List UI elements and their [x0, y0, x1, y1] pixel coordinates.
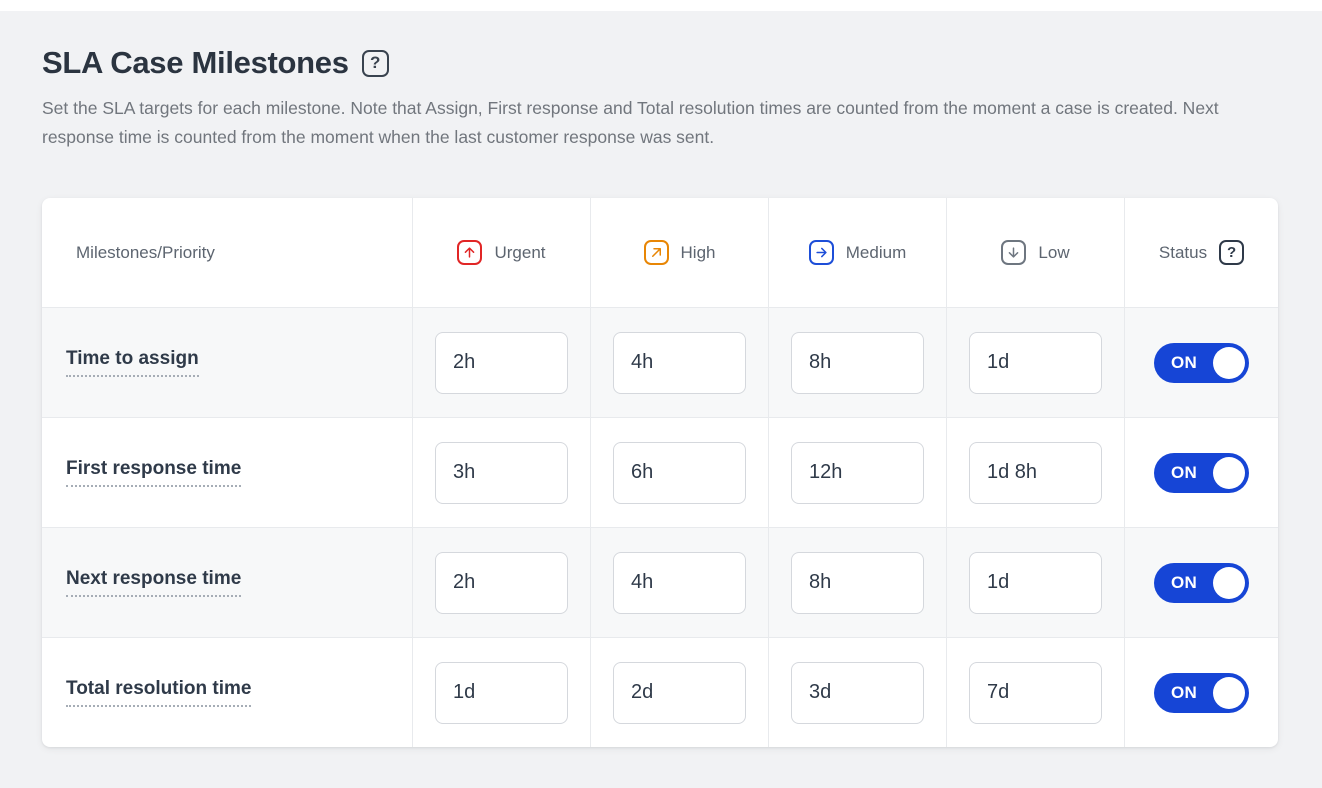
title-help-icon[interactable]: ?: [361, 49, 389, 77]
arrow-up-icon: [457, 240, 483, 265]
header-cell-urgent: Urgent: [413, 198, 591, 307]
page-header: SLA Case Milestones ?: [42, 44, 1278, 82]
next-response-medium-input[interactable]: [791, 551, 924, 614]
sla-settings-page: SLA Case Milestones ? Set the SLA target…: [0, 11, 1322, 747]
first-response-urgent-input[interactable]: [435, 441, 568, 504]
first-response-status-toggle[interactable]: ON: [1154, 452, 1249, 493]
high-header-label: High: [680, 242, 716, 262]
total-resolution-urgent-input[interactable]: [435, 661, 568, 724]
arrow-up-right-icon: [643, 240, 669, 265]
toggle-knob: [1213, 456, 1245, 489]
first-response-medium-input[interactable]: [791, 441, 924, 504]
header-cell-high: High: [591, 198, 769, 307]
time-to-assign-urgent-input[interactable]: [435, 331, 568, 394]
time-to-assign-medium-input[interactable]: [791, 331, 924, 394]
total-resolution-high-input[interactable]: [613, 661, 746, 724]
toggle-knob: [1213, 346, 1245, 379]
sla-milestones-table: Milestones/Priority Urgent High Medium: [42, 198, 1278, 747]
urgent-header-label: Urgent: [494, 242, 546, 262]
previous-section-edge: [0, 0, 1322, 11]
status-header-label: Status: [1158, 242, 1208, 262]
arrow-right-icon: [808, 240, 834, 265]
next-response-urgent-input[interactable]: [435, 551, 568, 614]
arrow-down-icon: [1001, 240, 1027, 265]
milestone-label-total-resolution-time[interactable]: Total resolution time: [66, 678, 252, 707]
table-row-time-to-assign: Time to assign ON: [42, 307, 1278, 417]
next-response-high-input[interactable]: [613, 551, 746, 614]
table-row-total-resolution-time: Total resolution time ON: [42, 637, 1278, 747]
table-row-first-response-time: First response time ON: [42, 417, 1278, 527]
next-response-low-input[interactable]: [969, 551, 1102, 614]
toggle-on-label: ON: [1171, 572, 1198, 592]
low-header-label: Low: [1038, 242, 1070, 262]
next-response-status-toggle[interactable]: ON: [1154, 562, 1249, 603]
time-to-assign-low-input[interactable]: [969, 331, 1102, 394]
total-resolution-status-toggle[interactable]: ON: [1154, 672, 1249, 713]
total-resolution-low-input[interactable]: [969, 661, 1102, 724]
header-cell-milestones-priority: Milestones/Priority: [42, 198, 413, 307]
table-header-row: Milestones/Priority Urgent High Medium: [42, 198, 1278, 307]
medium-header-label: Medium: [845, 242, 907, 262]
status-help-icon[interactable]: ?: [1219, 240, 1245, 265]
toggle-on-label: ON: [1171, 462, 1198, 482]
header-cell-medium: Medium: [769, 198, 947, 307]
first-response-high-input[interactable]: [613, 441, 746, 504]
total-resolution-medium-input[interactable]: [791, 661, 924, 724]
milestone-label-time-to-assign[interactable]: Time to assign: [66, 348, 199, 377]
time-to-assign-status-toggle[interactable]: ON: [1154, 342, 1249, 383]
toggle-on-label: ON: [1171, 352, 1198, 372]
milestone-label-first-response-time[interactable]: First response time: [66, 458, 242, 487]
table-row-next-response-time: Next response time ON: [42, 527, 1278, 637]
page-title: SLA Case Milestones: [42, 45, 349, 80]
toggle-knob: [1213, 676, 1245, 709]
header-cell-status: Status ?: [1125, 198, 1278, 307]
milestone-label-next-response-time[interactable]: Next response time: [66, 568, 242, 597]
toggle-on-label: ON: [1171, 682, 1198, 702]
header-cell-low: Low: [947, 198, 1125, 307]
toggle-knob: [1213, 566, 1245, 599]
time-to-assign-high-input[interactable]: [613, 331, 746, 394]
page-description: Set the SLA targets for each milestone. …: [42, 98, 1219, 147]
milestones-priority-header-label: Milestones/Priority: [76, 242, 215, 262]
first-response-low-input[interactable]: [969, 441, 1102, 504]
